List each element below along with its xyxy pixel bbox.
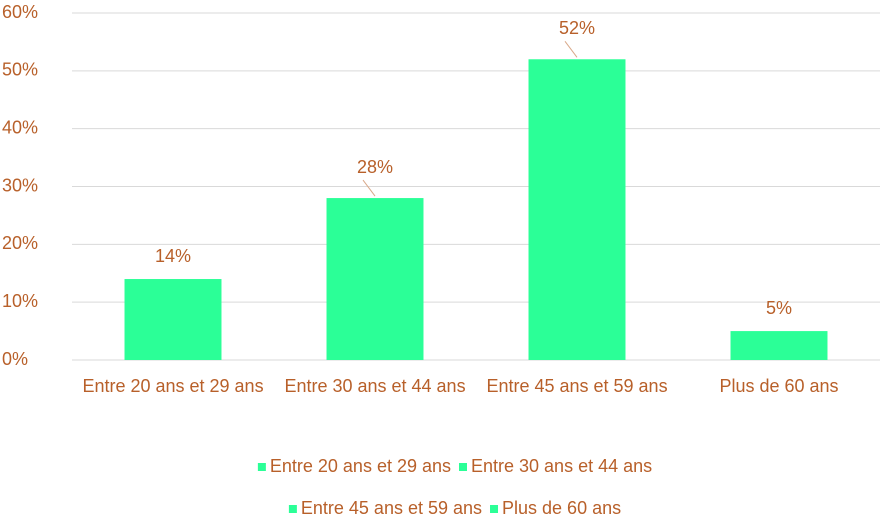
legend-label: Plus de 60 ans <box>502 498 621 518</box>
data-label: 5% <box>766 298 792 318</box>
x-tick-label: Plus de 60 ans <box>719 376 838 396</box>
data-label: 28% <box>357 157 393 177</box>
y-tick-label: 60% <box>2 2 38 22</box>
bar <box>326 198 424 360</box>
leader-line <box>362 179 376 197</box>
legend-label: Entre 30 ans et 44 ans <box>471 456 652 476</box>
y-tick-label: 0% <box>2 349 28 369</box>
y-tick-label: 10% <box>2 291 38 311</box>
data-label: 52% <box>559 18 595 38</box>
legend-label: Entre 45 ans et 59 ans <box>301 498 482 518</box>
y-tick-label: 20% <box>2 233 38 253</box>
y-tick-label: 30% <box>2 175 38 195</box>
bar <box>730 331 828 360</box>
data-label: 14% <box>155 246 191 266</box>
leader-line <box>564 40 578 58</box>
legend-marker <box>288 505 297 513</box>
bar <box>528 59 626 361</box>
legend-marker <box>490 505 499 513</box>
x-tick-label: Entre 45 ans et 59 ans <box>486 376 667 396</box>
x-tick-label: Entre 30 ans et 44 ans <box>284 376 465 396</box>
legend-label: Entre 20 ans et 29 ans <box>270 456 451 476</box>
y-tick-label: 50% <box>2 60 38 80</box>
bar <box>124 279 222 360</box>
x-tick-label: Entre 20 ans et 29 ans <box>82 376 263 396</box>
legend-marker <box>257 463 266 471</box>
legend-marker <box>459 463 467 471</box>
y-tick-label: 40% <box>2 117 38 137</box>
